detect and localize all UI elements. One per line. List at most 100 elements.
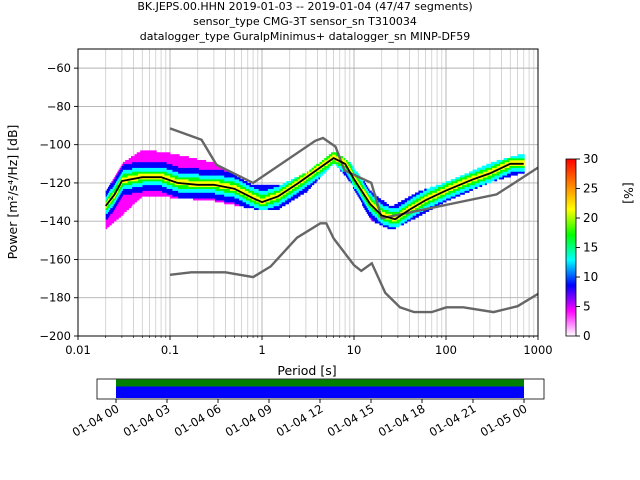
density-cell [204, 175, 207, 178]
density-cell [164, 179, 166, 182]
density-cell [242, 202, 245, 205]
density-cell [358, 182, 361, 186]
density-cell [426, 188, 429, 191]
density-cell [117, 203, 119, 207]
density-cell [321, 171, 324, 174]
density-cell [474, 173, 477, 176]
density-cell [208, 198, 210, 201]
density-cell [439, 200, 441, 203]
density-cell [198, 186, 201, 189]
density-cell [133, 190, 135, 193]
density-cell [234, 198, 237, 201]
density-cell [133, 156, 135, 159]
density-cell [478, 179, 480, 182]
density-cell [133, 186, 135, 189]
density-cell [125, 182, 127, 186]
density-cell [254, 194, 256, 197]
density-cell [141, 181, 143, 184]
density-cell [136, 152, 139, 155]
density-cell [186, 179, 188, 182]
density-cell [290, 184, 293, 188]
density-cell [350, 177, 353, 180]
density-cell [318, 177, 320, 180]
density-cell [412, 202, 415, 205]
density-cell [263, 205, 265, 209]
density-cell [113, 196, 116, 199]
density-cell [113, 182, 116, 186]
density-cell [140, 175, 142, 178]
density-cell [427, 194, 430, 197]
density-cell [296, 190, 299, 193]
density-cell [193, 194, 195, 197]
density-cell [423, 194, 425, 197]
density-cell [148, 184, 150, 188]
density-cell [111, 188, 113, 191]
density-cell [145, 154, 148, 157]
density-cell [358, 179, 361, 182]
density-cell [181, 181, 184, 184]
density-cell [170, 156, 172, 159]
density-cell [255, 184, 257, 188]
density-cell [442, 182, 445, 186]
density-cell [187, 156, 189, 159]
density-cell [163, 161, 165, 165]
density-cell [135, 179, 138, 182]
density-cell [227, 171, 230, 174]
density-cell [473, 169, 476, 172]
density-cell [187, 179, 189, 182]
density-cell [251, 203, 254, 207]
density-cell [479, 171, 481, 174]
density-cell [411, 203, 414, 207]
density-cell [247, 198, 249, 201]
density-cell [151, 159, 154, 163]
density-cell [212, 163, 215, 167]
density-cell [141, 165, 143, 168]
density-cell [441, 184, 444, 188]
density-cell [148, 161, 150, 165]
density-cell [229, 202, 232, 205]
density-cell [181, 186, 184, 189]
density-cell [166, 194, 169, 197]
density-cell [193, 192, 195, 195]
density-cell [179, 167, 181, 170]
density-cell [317, 177, 319, 180]
density-cell [258, 184, 261, 188]
density-cell [373, 217, 376, 220]
density-cell [125, 200, 127, 203]
density-cell [475, 182, 478, 186]
density-cell [167, 181, 170, 184]
density-cell [149, 163, 151, 167]
density-cell [374, 203, 377, 207]
density-cell [216, 171, 218, 174]
density-cell [355, 186, 357, 189]
density-cell [151, 184, 154, 188]
density-cell [432, 186, 434, 189]
density-cell [170, 169, 172, 172]
density-cell [118, 209, 120, 212]
density-cell [198, 198, 201, 201]
density-cell [235, 186, 238, 189]
density-cell [120, 165, 123, 168]
density-cell [280, 190, 283, 193]
density-cell [114, 203, 117, 207]
density-cell [149, 177, 151, 180]
density-cell [158, 165, 161, 168]
density-cell [225, 181, 227, 184]
density-cell [117, 209, 119, 212]
density-cell [438, 202, 440, 205]
density-cell [150, 194, 153, 197]
density-cell [359, 194, 362, 197]
density-cell [240, 186, 242, 189]
density-cell [447, 192, 449, 195]
density-cell [405, 207, 408, 211]
density-cell [415, 196, 417, 199]
density-cell [308, 171, 310, 174]
density-cell [209, 171, 211, 174]
density-cell [288, 184, 291, 188]
density-cell [186, 156, 188, 159]
density-cell [395, 209, 398, 212]
density-cell [190, 188, 193, 191]
density-cell [190, 194, 193, 197]
density-cell [199, 188, 202, 191]
density-cell [129, 167, 132, 170]
